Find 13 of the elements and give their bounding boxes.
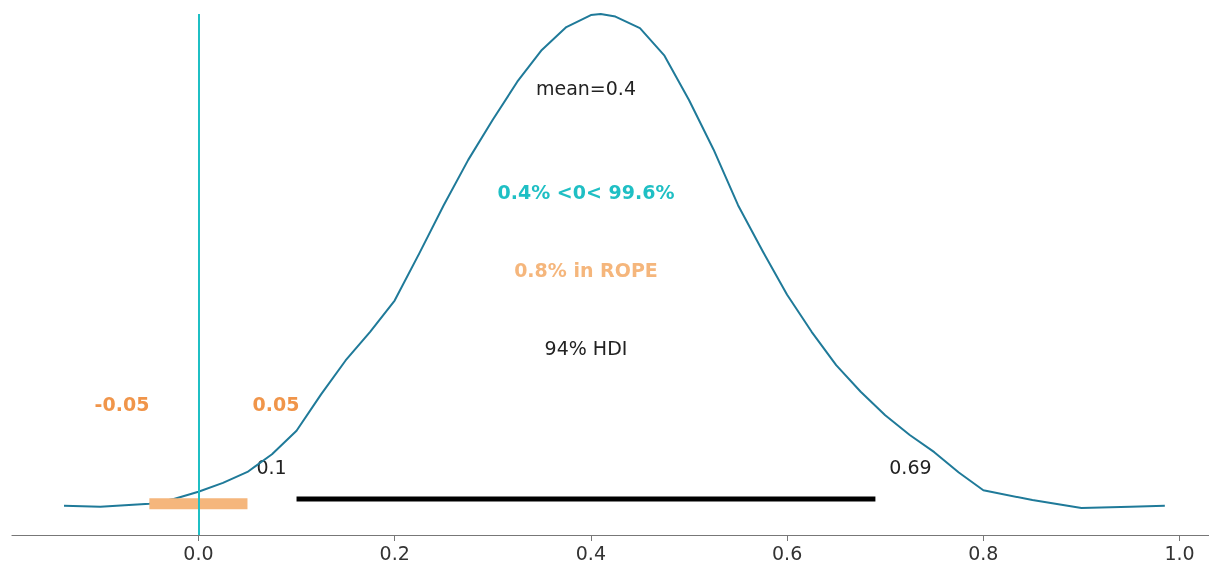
text: 0.8% in ROPE: [514, 259, 658, 281]
x-tick-label: 0.6: [772, 541, 803, 564]
annotation: mean=0.4: [535, 77, 636, 99]
annotation: 0.05: [252, 392, 300, 415]
annotation: -0.05: [94, 392, 150, 415]
x-tick-label: 0.2: [379, 541, 410, 564]
x-tick-label: 0.8: [968, 541, 999, 564]
x-tick-label: 0.0: [183, 541, 214, 564]
annotation: 0.69: [889, 456, 932, 479]
text: 94% HDI: [544, 337, 628, 359]
x-tick-label: 0.4: [575, 541, 606, 564]
ref-line-label: 0.4% <0< 99.6%: [497, 181, 675, 203]
x-tick-label: 1.0: [1164, 541, 1195, 564]
